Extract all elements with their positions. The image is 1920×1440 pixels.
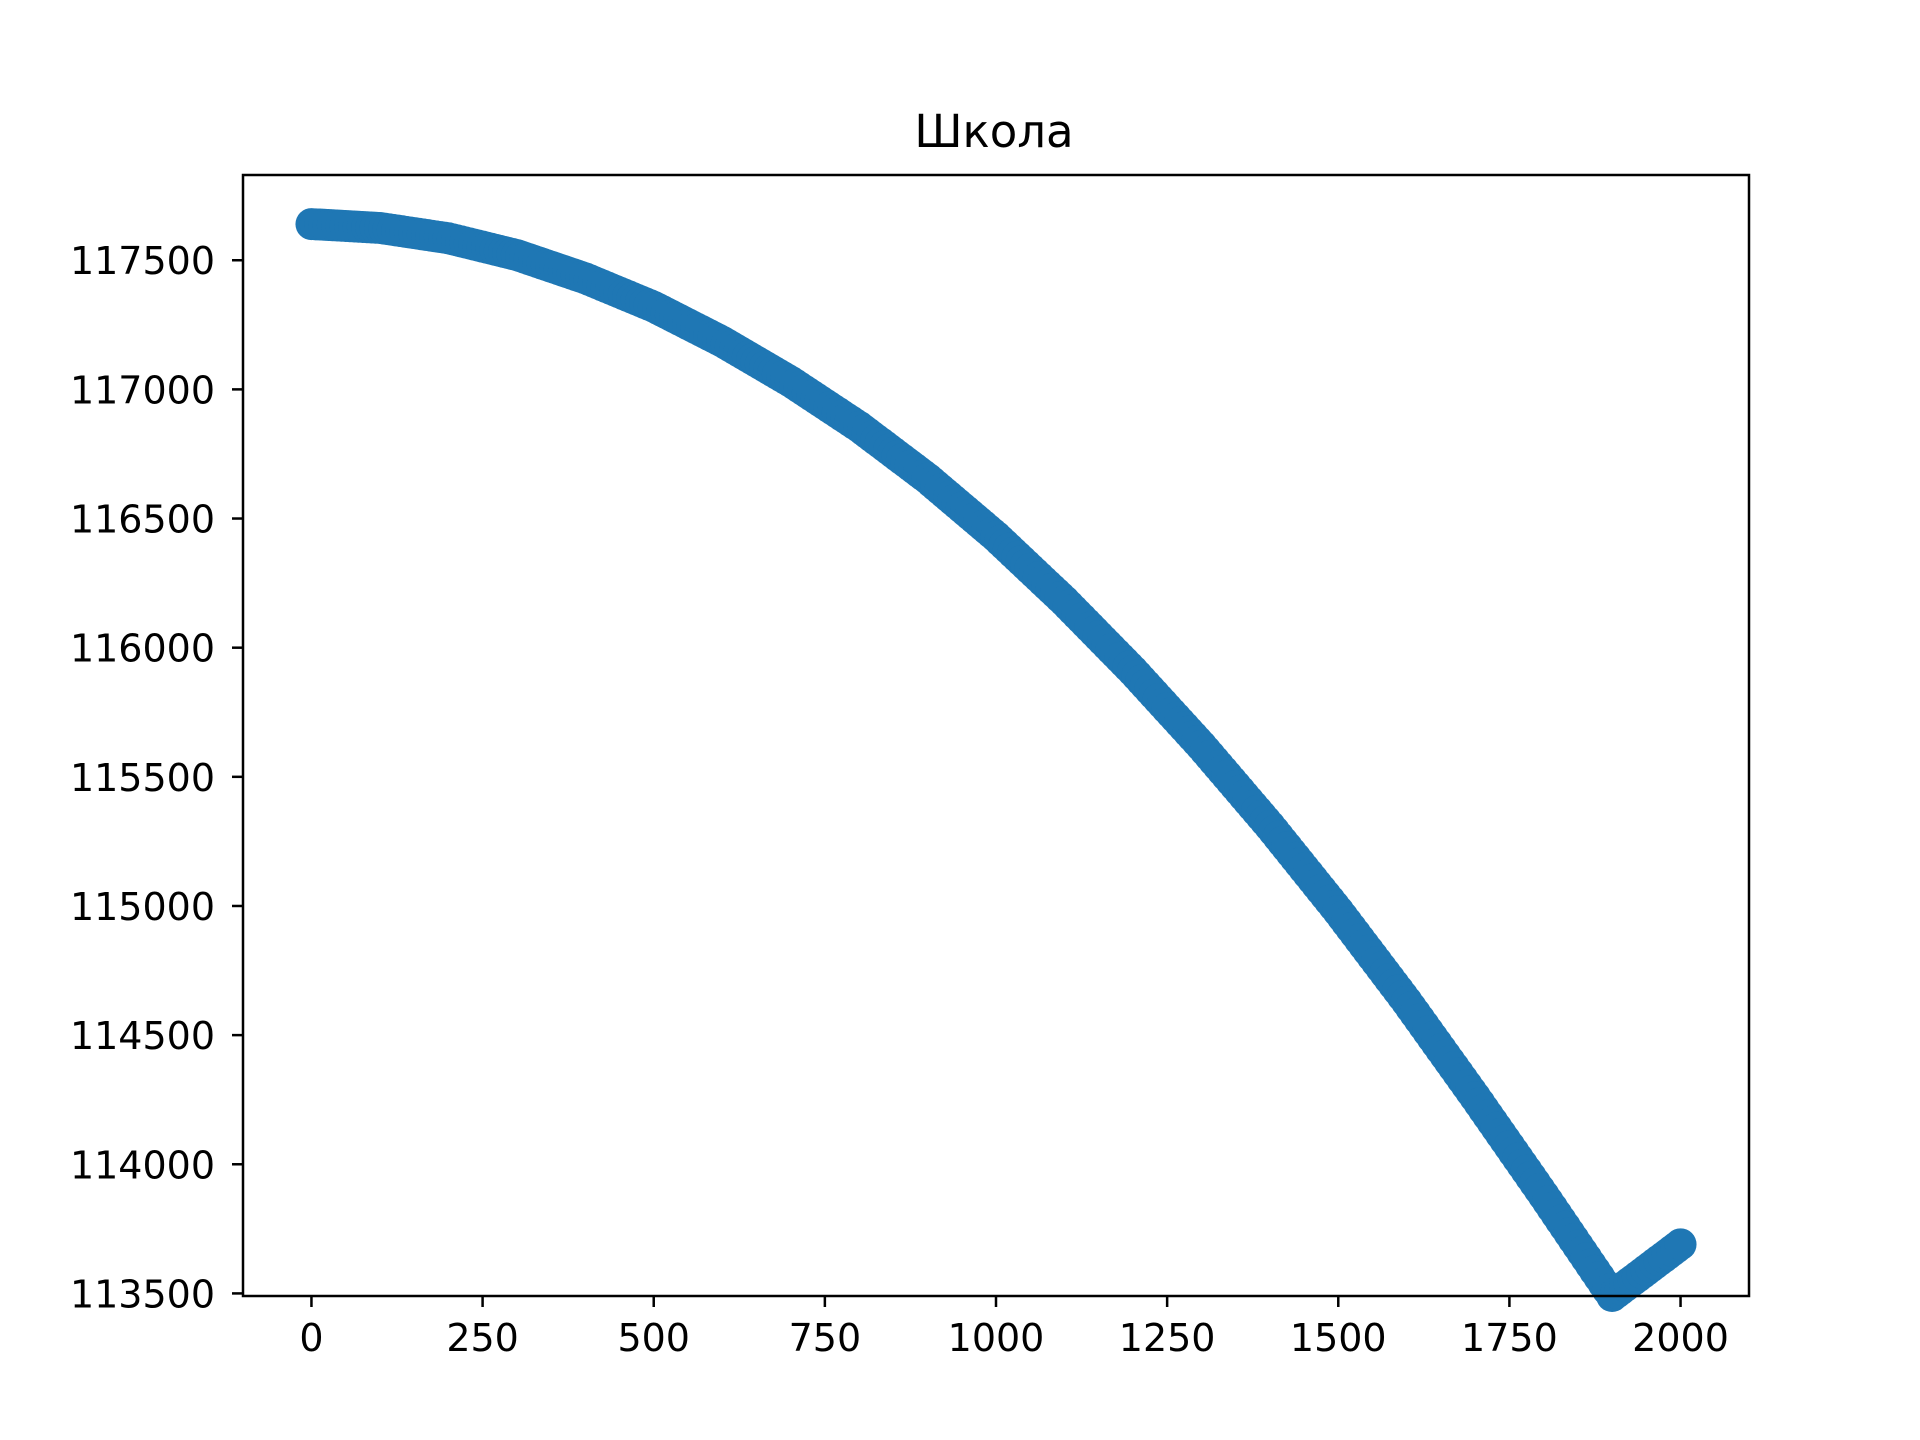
chart-title: Школа: [914, 105, 1073, 158]
x-tick-label: 1500: [1290, 1316, 1387, 1360]
data-layer: [295, 208, 1697, 1312]
x-tick-label: 0: [299, 1316, 323, 1360]
x-tick-label: 500: [617, 1316, 690, 1360]
x-tick-label: 1250: [1119, 1316, 1216, 1360]
y-tick-label: 116000: [70, 627, 215, 671]
y-tick-label: 114000: [70, 1143, 215, 1187]
y-tick-label: 117000: [70, 368, 215, 412]
x-tick-label: 750: [789, 1316, 862, 1360]
y-axis-ticks: 113500 114000 114500 115000 115500 116000 1165…: [70, 239, 243, 1316]
x-tick-label: 1750: [1461, 1316, 1558, 1360]
x-tick-label: 2000: [1632, 1316, 1729, 1360]
y-tick-label: 115000: [70, 885, 215, 929]
plot-area-frame: [241, 173, 1751, 1298]
data-point: [1664, 1228, 1697, 1261]
y-tick-label: 115500: [70, 756, 215, 800]
y-tick-label: 116500: [70, 498, 215, 542]
y-tick-label: 117500: [70, 239, 215, 283]
x-axis-ticks: 0 250 500 750 1000 1250 1500 1750 2000: [299, 1296, 1729, 1360]
x-tick-label: 1000: [948, 1316, 1045, 1360]
y-tick-label: 114500: [70, 1014, 215, 1058]
y-tick-label: 113500: [70, 1272, 215, 1316]
x-tick-label: 250: [446, 1316, 519, 1360]
